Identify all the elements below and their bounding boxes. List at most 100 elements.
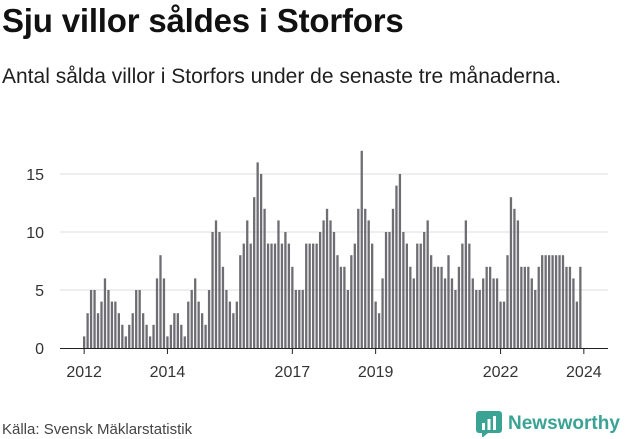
bar bbox=[485, 266, 488, 348]
bar bbox=[339, 266, 343, 348]
bar bbox=[190, 290, 193, 348]
bar bbox=[367, 220, 370, 348]
bar bbox=[551, 255, 554, 348]
bar bbox=[253, 197, 256, 348]
bar bbox=[128, 324, 131, 348]
bar bbox=[419, 243, 422, 348]
bar bbox=[89, 290, 93, 348]
bar bbox=[103, 278, 107, 348]
bar bbox=[315, 243, 318, 348]
chart-title: Sju villor såldes i Storfors bbox=[2, 2, 404, 39]
bar bbox=[141, 313, 145, 348]
y-tick-label: 10 bbox=[26, 225, 44, 242]
bar bbox=[249, 243, 252, 348]
bar bbox=[100, 301, 103, 348]
bar bbox=[325, 208, 329, 348]
bar bbox=[395, 185, 398, 348]
bar bbox=[145, 324, 148, 348]
bar bbox=[270, 243, 273, 348]
bar bbox=[294, 290, 297, 348]
x-tick-label: 2012 bbox=[66, 364, 102, 381]
bar bbox=[93, 290, 96, 348]
bar bbox=[176, 313, 179, 348]
bar bbox=[180, 324, 183, 348]
bar bbox=[502, 301, 506, 348]
bar bbox=[506, 255, 509, 348]
bar bbox=[308, 243, 311, 348]
bar bbox=[135, 290, 138, 348]
bar bbox=[433, 266, 436, 348]
bar bbox=[360, 150, 363, 348]
bar bbox=[166, 336, 169, 348]
bar bbox=[405, 243, 409, 348]
bar bbox=[207, 290, 211, 348]
bar bbox=[402, 232, 405, 348]
bar bbox=[159, 255, 162, 348]
bar bbox=[277, 220, 280, 348]
bar bbox=[357, 208, 360, 348]
bar bbox=[259, 174, 263, 348]
bar bbox=[312, 243, 315, 348]
bar bbox=[572, 278, 575, 348]
bar bbox=[350, 255, 353, 348]
bar bbox=[197, 301, 200, 348]
bar bbox=[117, 313, 120, 348]
bar bbox=[242, 243, 245, 348]
bar bbox=[554, 255, 558, 348]
x-tick-label: 2024 bbox=[566, 364, 602, 381]
bar bbox=[575, 301, 579, 348]
bar bbox=[398, 174, 402, 348]
bar bbox=[239, 255, 242, 348]
bar bbox=[568, 266, 572, 348]
bar bbox=[416, 243, 419, 348]
bar bbox=[298, 290, 301, 348]
y-tick-label: 0 bbox=[35, 341, 44, 358]
bar bbox=[301, 290, 304, 348]
bar bbox=[381, 278, 384, 348]
bar bbox=[218, 232, 221, 348]
newsworthy-chart-icon bbox=[476, 411, 502, 437]
bar bbox=[409, 266, 412, 348]
bar bbox=[148, 336, 152, 348]
bar bbox=[364, 208, 367, 348]
bar bbox=[107, 290, 110, 348]
bar bbox=[537, 266, 540, 348]
bar bbox=[520, 266, 523, 348]
highlight-value-label: 7 bbox=[579, 0, 589, 4]
bar bbox=[464, 220, 467, 348]
bar bbox=[374, 301, 377, 348]
bar bbox=[121, 324, 124, 348]
x-tick-label: 2022 bbox=[483, 364, 519, 381]
bar bbox=[162, 278, 166, 348]
y-tick-label: 15 bbox=[26, 167, 44, 184]
bar bbox=[183, 336, 186, 348]
bar bbox=[579, 266, 582, 348]
bar bbox=[423, 232, 426, 348]
bar bbox=[492, 278, 495, 348]
bar bbox=[131, 313, 134, 348]
newsworthy-logo[interactable]: Newsworthy bbox=[476, 410, 620, 438]
bar bbox=[280, 243, 284, 348]
bar bbox=[565, 266, 568, 348]
source-credit: Källa: Svensk Mäklarstatistik bbox=[2, 421, 193, 438]
bar bbox=[391, 208, 395, 348]
bar bbox=[332, 232, 336, 348]
bar bbox=[336, 255, 339, 348]
bar bbox=[211, 232, 214, 348]
bar bbox=[114, 301, 117, 348]
bar bbox=[447, 255, 450, 348]
bar bbox=[561, 255, 565, 348]
bar bbox=[530, 278, 533, 348]
bar bbox=[110, 301, 114, 348]
bar bbox=[221, 266, 225, 348]
bar bbox=[273, 243, 277, 348]
bar bbox=[256, 162, 259, 348]
bar bbox=[412, 278, 415, 348]
brand-name: Newsworthy bbox=[508, 413, 620, 434]
bar bbox=[488, 266, 492, 348]
bar bbox=[138, 290, 141, 348]
bar bbox=[194, 278, 197, 348]
bar bbox=[246, 220, 249, 348]
bar bbox=[499, 301, 502, 348]
bar bbox=[284, 232, 287, 348]
